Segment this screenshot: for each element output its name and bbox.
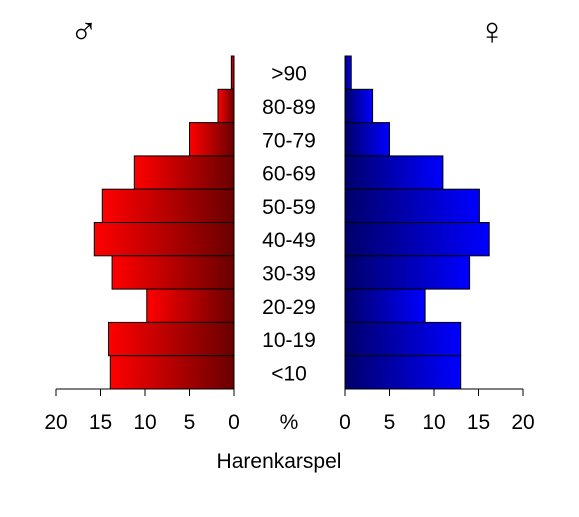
male-bar-4 — [101, 188, 235, 223]
female-axis-tick-label-8: 15 — [467, 411, 490, 434]
male-bar-9 — [109, 355, 235, 390]
male-x-axis: 20 15 10 5 0 — [44, 388, 240, 434]
male-bar-1 — [217, 88, 235, 124]
male-bars — [93, 55, 235, 390]
female-bar-3 — [344, 155, 444, 190]
female-bar-4 — [344, 188, 480, 223]
age-group-label-2: 70-79 — [262, 129, 316, 152]
age-group-label-0: >90 — [271, 63, 307, 86]
x-axis-title: Harenkarspel — [217, 450, 342, 473]
male-axis-tick-label-0: 20 — [44, 411, 67, 434]
female-bar-0 — [344, 55, 352, 90]
male-axis-tick-label-2: 10 — [133, 411, 156, 434]
male-bar-8 — [108, 321, 235, 357]
age-group-labels: >90 80-89 70-79 60-69 50-59 40-49 30-39 20-29 10… — [262, 63, 316, 386]
age-group-label-7: 20-29 — [262, 296, 316, 319]
male-axis-tick-label-4: 0 — [228, 411, 240, 434]
female-bar-5 — [344, 222, 490, 257]
female-bar-6 — [344, 255, 471, 290]
male-bar-3 — [133, 155, 235, 190]
female-bar-8 — [344, 321, 462, 357]
female-axis-tick-label-7: 10 — [422, 411, 445, 434]
male-axis-tick-label-1: 15 — [89, 411, 112, 434]
age-group-label-6: 30-39 — [262, 262, 316, 285]
female-x-axis: 0 5 10 15 20 — [339, 388, 535, 434]
female-bar-7 — [344, 288, 426, 323]
age-group-label-4: 50-59 — [262, 196, 316, 219]
age-group-label-9: <10 — [271, 362, 307, 385]
female-axis-tick-label-6: 5 — [384, 411, 396, 434]
male-bar-5 — [93, 222, 235, 257]
male-bar-7 — [146, 288, 235, 323]
age-group-label-5: 40-49 — [262, 229, 316, 252]
age-group-label-1: 80-89 — [262, 96, 316, 119]
percent-label: % — [280, 411, 299, 434]
female-symbol: ♀ — [478, 11, 507, 53]
female-bar-2 — [344, 122, 390, 157]
male-symbol: ♂ — [70, 11, 99, 53]
female-bar-1 — [344, 88, 374, 124]
female-bars — [344, 55, 490, 390]
female-axis-tick-label-9: 20 — [511, 411, 534, 434]
male-bar-6 — [111, 255, 235, 290]
female-axis-tick-label-5: 0 — [339, 411, 351, 434]
age-group-label-3: 60-69 — [262, 163, 316, 186]
male-axis-tick-label-3: 5 — [184, 411, 196, 434]
female-bar-9 — [344, 355, 462, 390]
male-bar-2 — [189, 122, 235, 157]
age-group-label-8: 10-19 — [262, 329, 316, 352]
male-bar-0 — [230, 55, 235, 90]
